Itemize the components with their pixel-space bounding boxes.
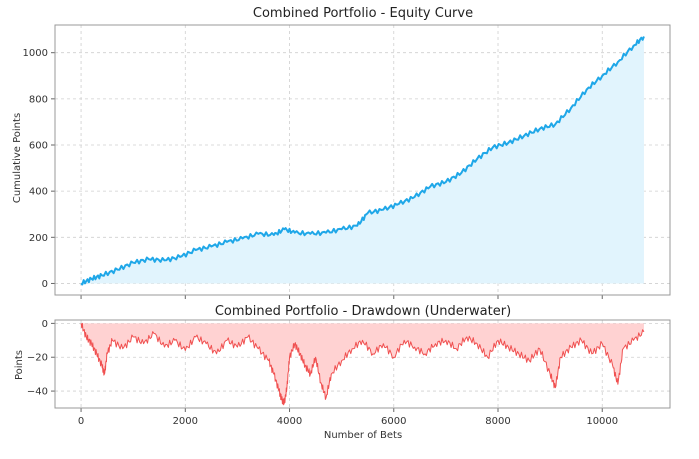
- equity-ytick-label-3: 600: [29, 141, 48, 152]
- drawdown-panel: Combined Portfolio - Drawdown (Underwate…: [14, 304, 671, 441]
- drawdown-plot-frame: [54, 319, 671, 409]
- equity-series-line-0: [80, 36, 645, 286]
- drawdown-ytick-label-0: 0: [42, 319, 48, 330]
- equity-ytick-label-2: 400: [29, 187, 48, 198]
- drawdown-y-axis-label: Points: [14, 350, 25, 380]
- drawdown-ytick-label-2: −40: [27, 387, 48, 398]
- drawdown-ytick-label-1: −20: [27, 353, 48, 364]
- drawdown-xtick-label-3: 6000: [381, 416, 406, 427]
- equity-panel: Combined Portfolio - Equity Curve Cumula…: [12, 6, 671, 299]
- drawdown-title: Combined Portfolio - Drawdown (Underwate…: [215, 304, 511, 319]
- equity-ytick-label-5: 1000: [23, 48, 48, 59]
- drawdown-xtick-label-5: 10000: [586, 416, 618, 427]
- equity-ytick-label-0: 0: [42, 279, 48, 290]
- drawdown-xtick-label-0: 0: [78, 416, 84, 427]
- equity-area-fill-0: [81, 36, 644, 285]
- equity-ytick-label-1: 200: [29, 233, 48, 244]
- drawdown-series-line-0: [80, 322, 645, 406]
- equity-plot-frame: [54, 24, 671, 296]
- equity-y-axis-label: Cumulative Points: [12, 113, 23, 203]
- drawdown-xtick-label-4: 8000: [485, 416, 510, 427]
- drawdown-xtick-label-1: 2000: [173, 416, 198, 427]
- equity-title: Combined Portfolio - Equity Curve: [253, 6, 473, 21]
- drawdown-xtick-label-2: 4000: [277, 416, 302, 427]
- equity-ytick-label-4: 800: [29, 94, 48, 105]
- drawdown-x-axis-label: Number of Bets: [324, 430, 402, 441]
